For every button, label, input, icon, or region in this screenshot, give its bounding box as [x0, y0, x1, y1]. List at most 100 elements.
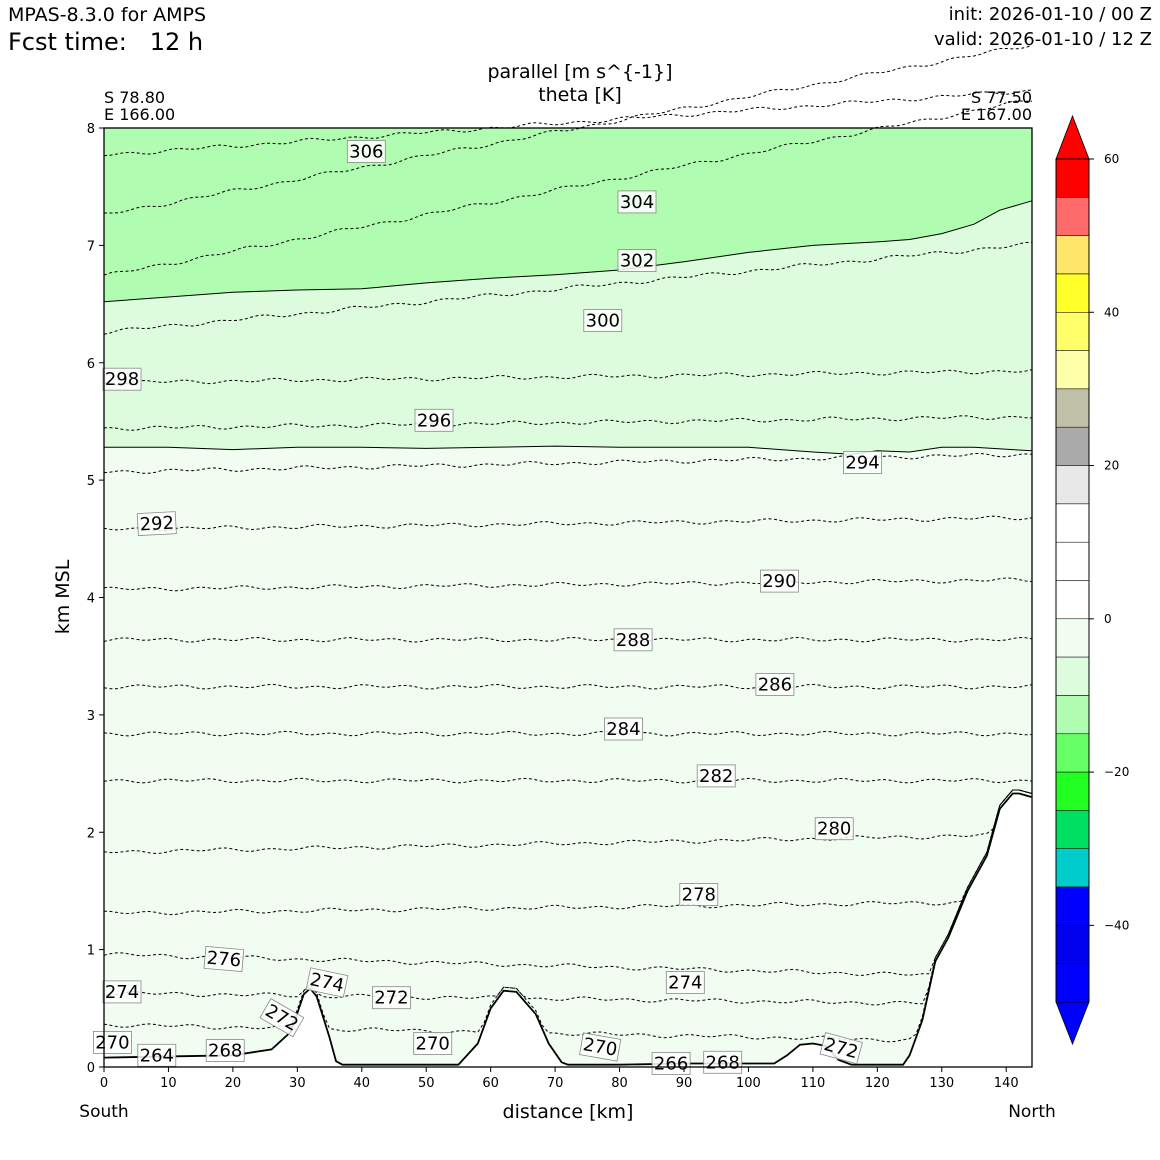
theta-label: 306 — [346, 140, 386, 163]
x-tick-label: 90 — [676, 1076, 693, 1091]
theta-label-text: 284 — [606, 719, 640, 740]
colorbar-tick-label: 40 — [1104, 305, 1119, 319]
colorbar-bin — [1055, 695, 1090, 735]
theta-label-box — [617, 190, 657, 214]
theta-contour-286 — [103, 683, 1033, 690]
y-tick-label: 1 — [87, 944, 95, 959]
colorbar-bin — [1055, 541, 1090, 581]
colorbar-bin — [1055, 580, 1090, 620]
theta-label-box — [617, 249, 657, 273]
theta-contour-284 — [103, 730, 1033, 737]
theta-label-box — [760, 569, 799, 593]
init-time: init: 2026-01-10 / 00 Z — [948, 4, 1152, 25]
colorbar-bin — [1055, 388, 1090, 428]
chart-title-line1: parallel [m s^{-1}] — [487, 61, 672, 83]
theta-label: 266 — [651, 1052, 691, 1075]
theta-label-box — [843, 451, 882, 474]
theta-label-box — [814, 817, 854, 841]
theta-contour-292 — [103, 515, 1033, 532]
theta-contour-294 — [103, 452, 1033, 474]
terrain-fill — [104, 793, 1032, 1067]
x-tick-label: 110 — [800, 1076, 825, 1091]
y-tick-label: 8 — [87, 122, 95, 137]
theta-label-text: 304 — [620, 192, 654, 213]
theta-label: 276 — [203, 945, 245, 973]
theta-label-box — [259, 998, 305, 1038]
theta-label-text: 302 — [620, 251, 654, 272]
theta-label-text: 294 — [845, 453, 879, 474]
colorbar-frame — [1055, 158, 1090, 1003]
x-tick-label: 50 — [418, 1076, 435, 1091]
theta-label-text: 300 — [586, 311, 620, 332]
theta-label-text: 270 — [416, 1034, 450, 1055]
theta-label-box — [413, 1032, 453, 1055]
colorbar-bin — [1055, 733, 1090, 773]
colorbar-bin — [1055, 273, 1090, 313]
theta-label-text: 306 — [349, 142, 383, 163]
theta-label-box — [583, 309, 623, 332]
theta-contour-lines — [103, 44, 1033, 1043]
colorbar-bin — [1055, 963, 1090, 1003]
end-lat-label: S 77.50 — [971, 88, 1032, 107]
x-tick-label: 10 — [160, 1076, 177, 1091]
theta-label-box — [203, 945, 245, 973]
theta-label-text: 274 — [105, 982, 139, 1003]
theta-label: 298 — [102, 367, 142, 391]
x-tick-label: 0 — [100, 1076, 108, 1091]
colorbar-bin — [1055, 350, 1090, 390]
theta-label-box — [613, 628, 653, 652]
theta-label-text: 276 — [206, 948, 242, 972]
theta-contour-288 — [103, 636, 1033, 643]
colorbar-bin — [1055, 925, 1090, 964]
theta-label-text: 290 — [762, 571, 796, 592]
colorbar-top-arrow — [1055, 114, 1090, 160]
theta-label-text: 288 — [616, 630, 650, 651]
theta-label: 268 — [703, 1050, 743, 1074]
colorbar-bin — [1055, 618, 1090, 658]
theta-contour-278 — [103, 789, 1033, 916]
y-tick-label: 0 — [87, 1061, 95, 1076]
theta-label: 268 — [205, 1039, 245, 1062]
theta-label-text: 296 — [417, 410, 451, 431]
x-tick-label: 120 — [865, 1076, 890, 1091]
theta-contour-274 — [103, 789, 1033, 1006]
theta-label-text: 268 — [706, 1052, 740, 1073]
theta-label-box — [93, 1031, 132, 1054]
theta-contour-304 — [104, 44, 1033, 214]
theta-label: 292 — [136, 511, 177, 536]
theta-label: 270 — [413, 1032, 453, 1055]
theta-label-box — [137, 1043, 177, 1067]
theta-label-box — [205, 1039, 245, 1062]
x-right-direction-label: North — [1008, 1102, 1056, 1122]
theta-label-box — [136, 511, 177, 536]
theta-label-box — [703, 1050, 743, 1074]
terrain-layer — [103, 792, 1032, 1067]
theta-contour-280 — [103, 789, 1033, 855]
x-tick-label: 30 — [289, 1076, 306, 1091]
theta-label: 290 — [760, 569, 799, 593]
theta-label-text: 268 — [208, 1041, 242, 1062]
theta-contour-290 — [103, 577, 1033, 592]
x-tick-label: 140 — [994, 1076, 1019, 1091]
y-tick-label: 4 — [87, 592, 95, 607]
colorbar-bin — [1055, 312, 1090, 351]
theta-label: 282 — [696, 764, 736, 788]
theta-label: 272 — [371, 986, 411, 1010]
theta-label: 274 — [665, 971, 705, 994]
theta-label-box — [819, 1032, 863, 1065]
theta-label-text: 274 — [668, 973, 702, 994]
theta-label: 288 — [613, 628, 653, 652]
x-tick-label: 80 — [611, 1076, 628, 1091]
colorbar-bin — [1055, 656, 1090, 696]
y-tick-label: 3 — [87, 709, 95, 724]
y-tick-label: 7 — [87, 239, 95, 254]
theta-contour-296 — [103, 415, 1033, 431]
theta-label-box — [414, 408, 454, 432]
theta-label-text: 280 — [817, 819, 851, 840]
x-tick-label: 60 — [482, 1076, 499, 1091]
colorbar-bin — [1055, 235, 1090, 275]
theta-label: 278 — [679, 883, 719, 906]
forecast-time-value: 12 h — [149, 28, 204, 56]
x-tick-label: 100 — [736, 1076, 761, 1091]
